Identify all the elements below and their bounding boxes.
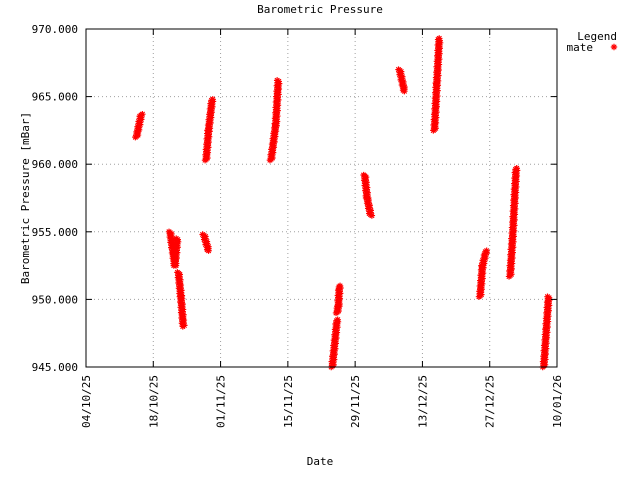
data-point [173, 235, 180, 242]
data-point [436, 35, 443, 42]
y-axis-label: Barometric Pressure [mBar] [19, 112, 32, 284]
x-tick-label: 01/11/25 [215, 375, 228, 428]
y-tick-label: 960.000 [32, 158, 78, 171]
data-segment [430, 35, 444, 134]
x-tick-label: 27/12/25 [484, 375, 497, 428]
series-mate [132, 35, 553, 371]
data-segment [395, 66, 408, 95]
data-point [401, 87, 408, 95]
x-tick-label: 29/11/25 [349, 375, 362, 428]
data-point [139, 110, 146, 118]
x-tick-label: 10/01/26 [551, 375, 564, 428]
x-axis-label: Date [307, 455, 334, 468]
data-segment [475, 247, 490, 300]
data-point [179, 323, 186, 330]
data-segment [360, 171, 376, 219]
y-tick-label: 965.000 [32, 91, 78, 104]
plot-frame [85, 28, 558, 368]
data-segment [328, 316, 342, 371]
y-tick-label: 950.000 [32, 293, 78, 306]
data-segment [539, 293, 553, 371]
data-point [368, 212, 376, 219]
data-segment [165, 228, 182, 269]
legend-title: Legend [577, 30, 617, 43]
grid-lines [86, 29, 557, 367]
y-tick-label: 955.000 [32, 226, 78, 239]
chart-title: Barometric Pressure [257, 3, 383, 16]
legend-entry-mate: mate [567, 41, 594, 54]
data-point [205, 247, 212, 254]
data-point [336, 282, 344, 290]
data-segment [266, 77, 283, 164]
data-point [209, 96, 216, 103]
legend-star [610, 43, 618, 51]
data-segment [199, 231, 212, 254]
x-tick-label: 15/11/25 [282, 375, 295, 428]
y-tick-label: 970.000 [32, 23, 78, 36]
data-point [334, 316, 341, 323]
legend-marker-mate [610, 43, 618, 51]
data-point [544, 293, 551, 300]
data-segment [505, 165, 521, 280]
x-tick-label: 13/12/25 [416, 375, 429, 428]
y-tick-label: 945.000 [32, 361, 78, 374]
ticks: 945.000 950.000 955.000 960.000 965.000 970.0… [32, 23, 564, 428]
data-point [273, 77, 281, 84]
data-segment [174, 269, 188, 330]
x-tick-label: 18/10/25 [147, 375, 160, 428]
data-segment [201, 96, 217, 164]
data-point [483, 247, 490, 254]
x-tick-label: 04/10/25 [80, 375, 93, 428]
data-segment [332, 282, 344, 317]
data-segment [132, 110, 146, 141]
data-point [513, 165, 520, 172]
